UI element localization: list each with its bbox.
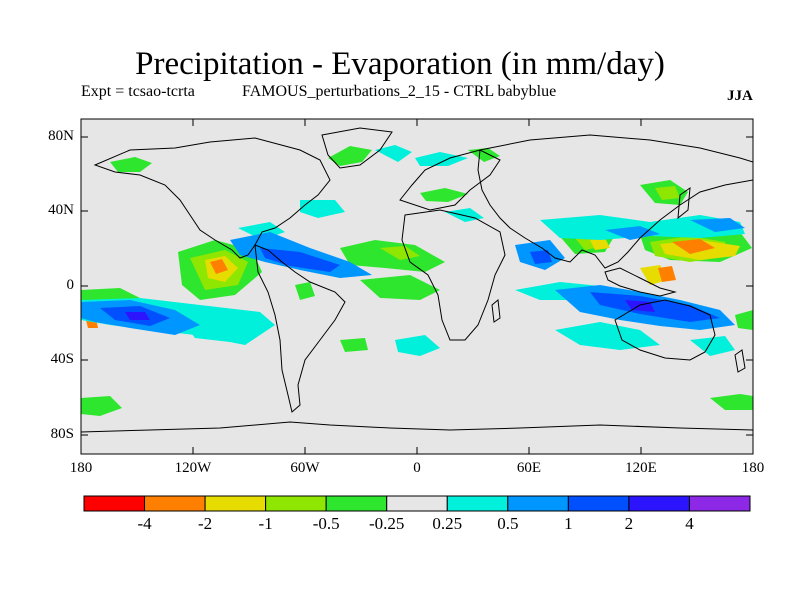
colorbar-swatch: [325, 495, 388, 512]
colorbar-label: 0.5: [497, 514, 519, 533]
colorbar-swatch: [386, 495, 448, 512]
lon-label-180-right: 180: [741, 460, 765, 476]
lat-label-80n: 80N: [48, 128, 74, 144]
lat-label-40s: 40S: [50, 351, 74, 367]
map-title: Precipitation - Evaporation (in mm/day): [135, 46, 665, 82]
colorbar-swatch: [507, 495, 569, 512]
colorbar-swatch: [265, 495, 327, 512]
colorbar-swatch: [83, 495, 146, 512]
colorbar-swatch: [446, 495, 509, 512]
coastlines: [81, 127, 753, 433]
experiment-description: FAMOUS_perturbations_2_15 - CTRL babyblu…: [242, 83, 557, 100]
colorbar-label: -4: [137, 514, 152, 533]
lon-label-60e: 60E: [516, 460, 542, 476]
colorbar-label: -0.5: [312, 514, 340, 533]
colorbar-label: 4: [685, 514, 694, 533]
colorbar-label: -2: [197, 514, 213, 533]
lon-label-120e: 120E: [625, 460, 657, 476]
lon-tick-marks: [192, 119, 642, 454]
colorbar-swatch: [567, 495, 630, 512]
lat-label-40n: 40N: [48, 202, 74, 218]
lon-label-180-left: 180: [69, 460, 93, 476]
lat-label-80s: 80S: [50, 426, 74, 442]
anomaly-field: [81, 145, 753, 416]
colorbar-label: 0.25: [432, 514, 463, 533]
colorbar-swatch: [628, 495, 690, 512]
lon-label-0: 0: [413, 460, 421, 476]
experiment-label: Expt = tcsao-tcrta: [81, 83, 195, 100]
colorbar-label: -1: [258, 514, 273, 533]
lon-label-60w: 60W: [290, 460, 320, 476]
orange-regions: [86, 239, 715, 328]
lat-label-0: 0: [66, 277, 75, 293]
colorbar-label: 1: [564, 514, 573, 533]
lon-label-120w: 120W: [174, 460, 212, 476]
season-label: JJA: [727, 88, 753, 104]
colorbar-label: 2: [624, 514, 634, 533]
colorbar-swatch: [204, 495, 267, 512]
colorbar-label: -0.25: [369, 514, 405, 533]
lat-tick-marks: [81, 136, 753, 436]
colorbar: [83, 495, 751, 512]
colorbar-swatch: [688, 495, 751, 512]
colorbar-swatch: [144, 495, 206, 512]
